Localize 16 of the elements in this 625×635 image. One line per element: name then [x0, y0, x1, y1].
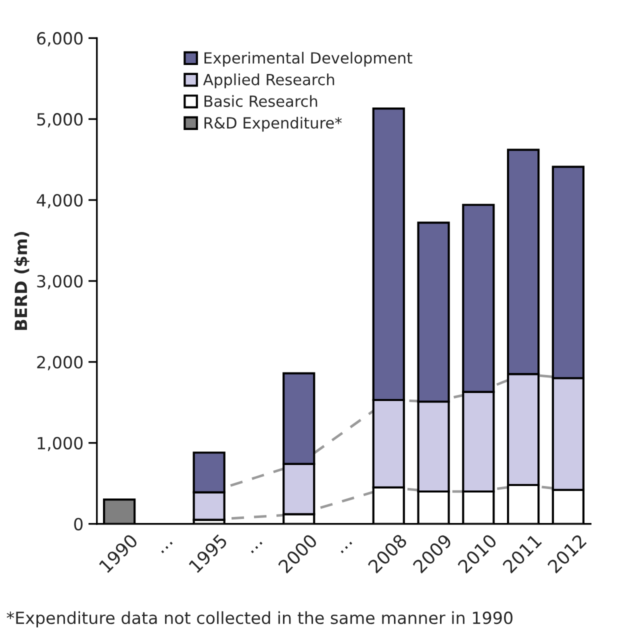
y-tick-label: 4,000 — [36, 194, 83, 208]
x-tick-label: … — [161, 542, 173, 554]
y-tick-label: 0 — [74, 518, 83, 530]
legend-label: R&D Expenditure* — [204, 116, 342, 132]
y-tick-label: 3,000 — [37, 274, 83, 290]
y-tick-label: 2,000 — [37, 356, 83, 370]
y-axis-title: BERD ($m) — [14, 232, 30, 330]
x-tick-label: … — [340, 542, 352, 554]
y-tick-label: 5,000 — [37, 113, 83, 128]
text: *Expenditure data not collected in the same manner in 1990 — [6, 611, 512, 628]
legend-label: Basic Research — [204, 95, 318, 107]
y-tick-label: 6,000 — [37, 32, 83, 46]
y-tick-label: 1,000 — [38, 436, 83, 452]
x-tick-label: … — [251, 542, 262, 554]
legend-label: Applied Research — [203, 74, 334, 88]
legend-label: Experimental Development — [204, 52, 412, 67]
